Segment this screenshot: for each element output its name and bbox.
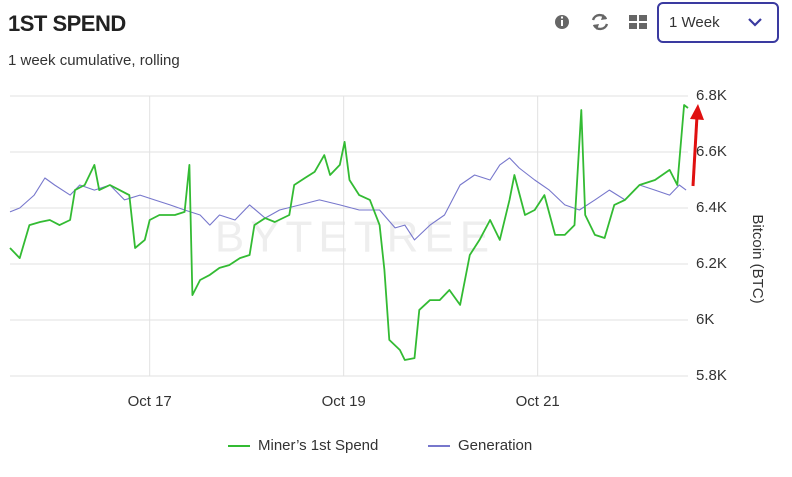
y-tick-label: 6K [696,311,714,328]
y-tick-label: 5.8K [696,367,727,384]
series-line [9,104,689,361]
info-icon[interactable] [555,15,569,29]
dropdown-value: 1 Week [669,14,720,31]
watermark: BYTETREE [215,213,495,262]
plot: BYTETREE 5.8K 6K 6.2K 6.4K 6.6K 6.8K Oct 17 Oct … [9,87,766,454]
period-dropdown[interactable]: 1 Week [657,2,779,43]
legend-label: Miner’s 1st Spend [258,437,378,454]
x-tick-label: Oct 17 [128,393,172,410]
annotation-arrow [691,115,699,187]
grid-icon[interactable] [629,15,647,29]
y-tick-label: 6.8K [696,87,727,104]
refresh-icon[interactable] [591,13,609,31]
x-tick-label: Oct 21 [516,393,560,410]
y-tick-label: 6.4K [696,199,727,216]
widget-subtitle: 1 week cumulative, rolling [8,52,180,69]
y-tick-label: 6.6K [696,143,727,160]
x-tick-label: Oct 19 [322,393,366,410]
y-tick-label: 6.2K [696,255,727,272]
annotation-arrow-head [690,104,704,120]
widget-title: 1ST SPEND [8,11,126,36]
y-axis-title: Bitcoin (BTC) [749,214,766,303]
legend-label: Generation [458,437,532,454]
